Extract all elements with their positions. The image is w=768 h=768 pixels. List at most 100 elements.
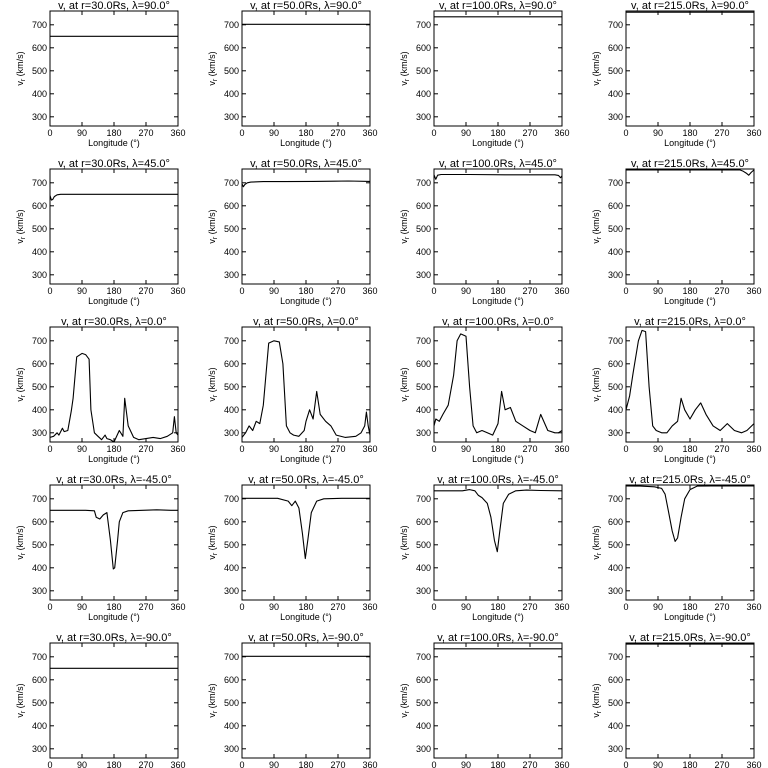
y-tick-label: 500 [416,540,431,550]
y-axis-label-unit: (km/s) [591,683,601,711]
y-tick-label: 300 [608,112,623,122]
x-tick-label: 270 [330,286,345,296]
panel-title: v, at r=50.0Rs, λ=-45.0° [248,474,363,486]
y-axis-label-var: v [207,81,217,86]
y-tick-label: 700 [32,336,47,346]
x-tick-label: 180 [490,286,505,296]
y-axis-label-unit: (km/s) [399,367,409,395]
y-tick-label: 600 [32,359,47,369]
x-tick-label: 180 [106,602,121,612]
x-tick-label: 180 [682,602,697,612]
x-tick-label: 90 [653,286,663,296]
y-tick-label: 700 [32,494,47,504]
x-tick-label: 270 [522,128,537,138]
y-axis-label-unit: (km/s) [15,51,25,79]
x-tick-label: 0 [623,128,628,138]
y-tick-label: 700 [416,336,431,346]
y-tick-label: 600 [32,201,47,211]
y-axis-label-unit: (km/s) [15,525,25,553]
x-tick-label: 270 [522,602,537,612]
y-tick-label: 400 [32,563,47,573]
panel-title: v, at r=215.0Rs, λ=90.0° [631,0,749,12]
x-axis-label: Longitude (°) [280,296,332,306]
x-tick-label: 360 [170,602,185,612]
x-tick-label: 90 [269,602,279,612]
series-line [625,329,755,434]
y-tick-label: 600 [224,517,239,527]
x-axis-label: Longitude (°) [280,454,332,464]
series-line [625,485,754,542]
y-axis-label: vr (km/s) [399,683,411,717]
x-tick-label: 180 [490,128,505,138]
x-tick-label: 360 [362,286,377,296]
y-axis-label: vr (km/s) [207,51,219,85]
y-tick-label: 500 [416,224,431,234]
x-tick-label: 90 [461,286,471,296]
x-tick-label: 90 [653,128,663,138]
y-axis-label-sub: r [596,236,603,239]
y-axis-label-sub: r [404,710,411,713]
panel-title: v, at r=100.0Rs, λ=-90.0° [437,632,559,644]
x-tick-label: 270 [714,128,729,138]
y-axis-label-var: v [399,239,409,244]
y-axis-label-unit: (km/s) [15,367,25,395]
series-line [434,489,563,553]
x-tick-label: 270 [330,760,345,768]
y-tick-label: 500 [224,224,239,234]
y-tick-label: 400 [608,405,623,415]
x-axis-label: Longitude (°) [88,138,140,148]
y-tick-label: 700 [608,336,623,346]
y-tick-label: 600 [416,359,431,369]
x-tick-label: 0 [47,286,52,296]
y-tick-label: 300 [32,428,47,438]
y-axis-label-var: v [207,713,217,718]
y-axis-label-sub: r [596,552,603,555]
y-tick-label: 300 [224,112,239,122]
y-axis-label-var: v [399,713,409,718]
x-tick-label: 270 [522,444,537,454]
y-axis-label-unit: (km/s) [15,209,25,237]
y-tick-label: 500 [608,66,623,76]
y-axis-label-var: v [207,397,217,402]
panel-title: v, at r=100.0Rs, λ=-45.0° [437,474,559,486]
x-tick-label: 90 [77,128,87,138]
y-tick-label: 400 [608,721,623,731]
y-axis-label-unit: (km/s) [207,209,217,237]
y-axis-label-unit: (km/s) [399,525,409,553]
y-tick-label: 500 [32,540,47,550]
y-axis-label-unit: (km/s) [207,367,217,395]
y-axis-label: vr (km/s) [207,683,219,717]
y-tick-label: 700 [224,20,239,30]
plot-frame [625,168,755,285]
y-tick-label: 700 [608,20,623,30]
y-axis-label-var: v [591,397,601,402]
panel-title: v, at r=100.0Rs, λ=45.0° [439,158,557,170]
x-tick-label: 180 [682,128,697,138]
panel-title: v, at r=50.0Rs, λ=90.0° [250,0,362,12]
plot-frame [433,642,563,759]
x-axis-label: Longitude (°) [88,612,140,622]
x-tick-label: 90 [77,602,87,612]
x-tick-label: 90 [653,602,663,612]
x-tick-label: 180 [106,128,121,138]
series-line [49,193,178,201]
y-axis-label-unit: (km/s) [399,209,409,237]
x-tick-label: 0 [623,760,628,768]
x-tick-label: 270 [138,444,153,454]
plot-frame [241,484,371,601]
y-axis-label-var: v [591,81,601,86]
y-axis-label-unit: (km/s) [207,525,217,553]
plot-frame [241,326,371,443]
x-tick-label: 0 [623,444,628,454]
y-axis-label-unit: (km/s) [591,209,601,237]
x-axis-label: Longitude (°) [664,138,716,148]
series-line [241,340,371,438]
y-tick-label: 600 [32,43,47,53]
plot-frame [625,10,755,127]
y-axis-label-var: v [591,239,601,244]
y-axis-label-unit: (km/s) [207,51,217,79]
y-tick-label: 300 [224,428,239,438]
x-tick-label: 0 [47,760,52,768]
x-tick-label: 0 [623,286,628,296]
y-axis-label-unit: (km/s) [207,683,217,711]
